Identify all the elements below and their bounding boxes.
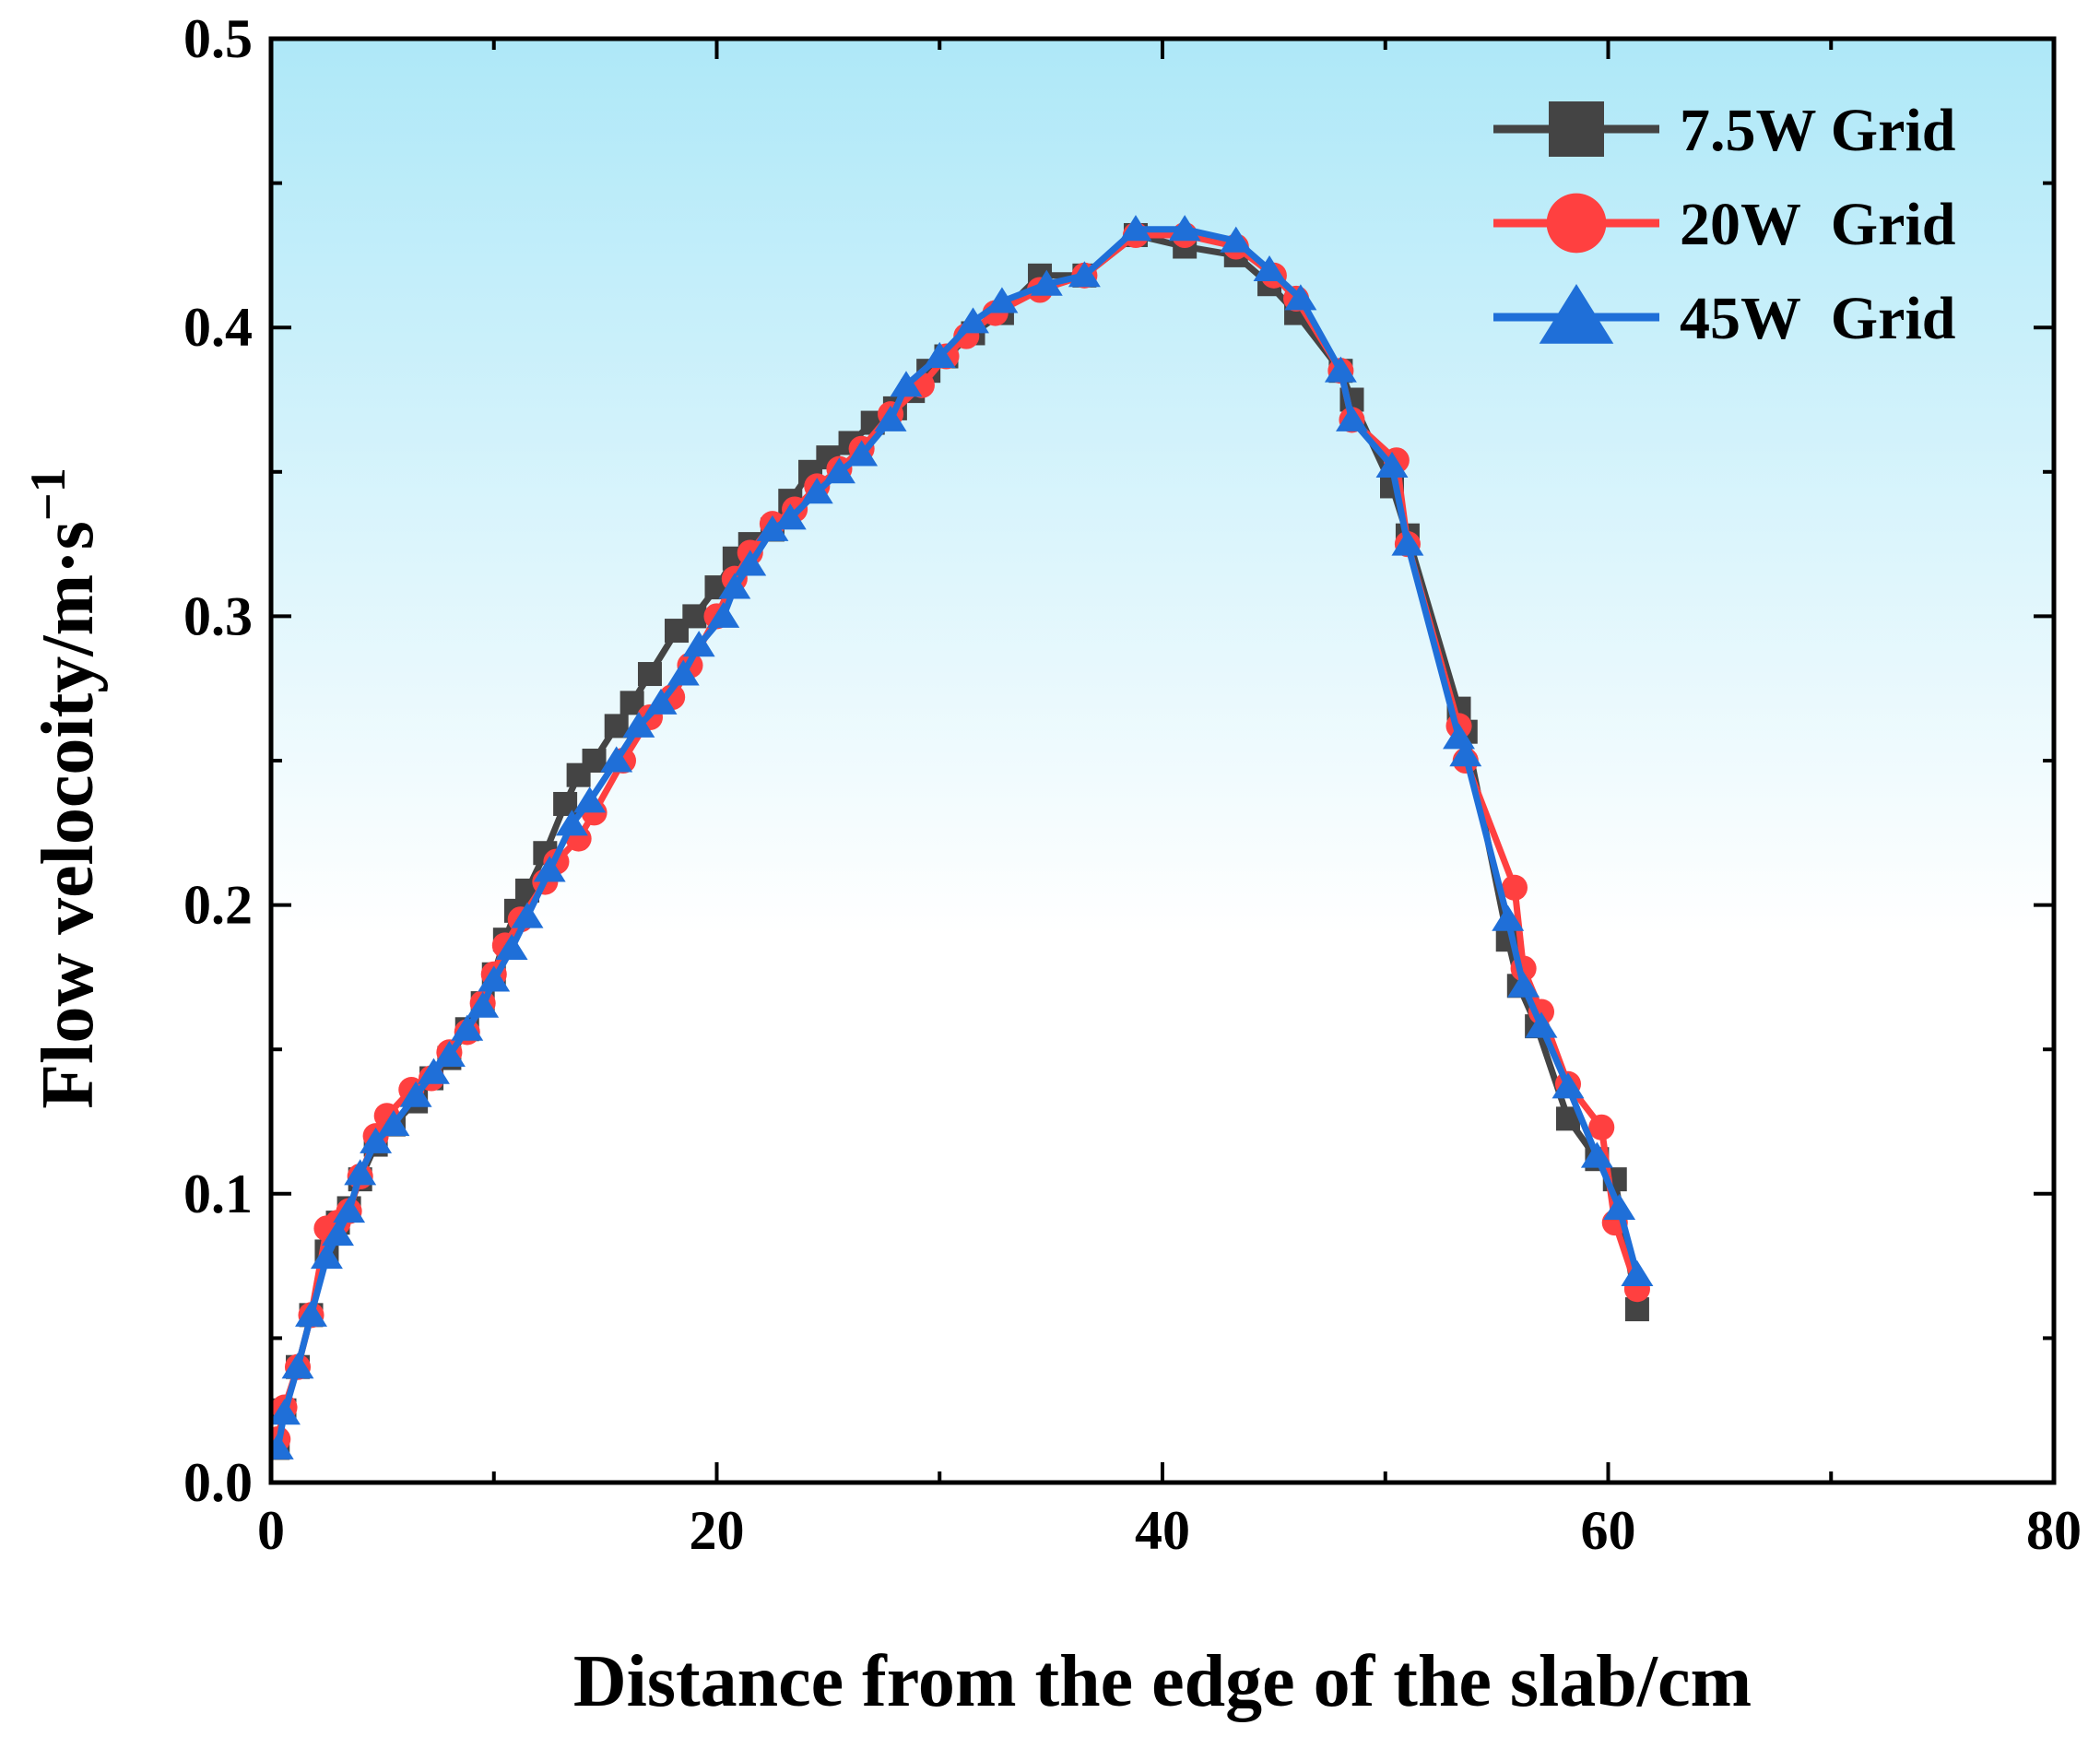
legend-label: 7.5W Grid <box>1680 97 1955 164</box>
data-point-triangle <box>985 287 1019 313</box>
y-tick-label: 0.4 <box>183 297 253 358</box>
data-point-triangle <box>271 1433 294 1459</box>
y-axis-title: Flow velocoity/m·s−1 <box>20 467 109 1108</box>
data-point-triangle <box>271 1399 301 1425</box>
data-point-triangle <box>344 1159 377 1186</box>
data-point-triangle <box>1443 723 1475 750</box>
data-point-triangle <box>707 601 740 628</box>
data-point-triangle <box>466 991 500 1018</box>
data-point-triangle <box>1030 269 1063 296</box>
data-point-triangle <box>682 631 715 657</box>
y-tick-label: 0.3 <box>183 585 253 646</box>
data-point-triangle <box>555 809 588 836</box>
data-point-triangle <box>1391 529 1424 556</box>
data-point-triangle <box>333 1196 366 1223</box>
y-tick-label: 0.2 <box>183 875 253 936</box>
x-tick-label: 0 <box>257 1500 285 1561</box>
legend-marker-triangle <box>1539 284 1614 344</box>
data-point-triangle <box>478 965 511 992</box>
data-point-circle <box>1588 1114 1615 1140</box>
data-point-triangle <box>360 1127 393 1153</box>
x-tick-label: 60 <box>1581 1500 1636 1561</box>
data-point-triangle <box>667 659 700 686</box>
data-point-triangle <box>295 1300 327 1327</box>
y-axis-title-main: Flow velocoity/m·s <box>28 521 109 1109</box>
data-point-triangle <box>418 1058 450 1084</box>
data-point-triangle <box>1220 226 1253 253</box>
data-point-triangle <box>957 307 989 334</box>
x-tick-label: 20 <box>690 1500 745 1561</box>
data-point-triangle <box>890 371 923 397</box>
data-point-triangle <box>1168 215 1201 242</box>
data-point-triangle <box>822 457 855 484</box>
y-axis-title-exponent: −1 <box>20 467 76 521</box>
data-point-triangle <box>1119 215 1152 242</box>
legend-label: 45W Grid <box>1680 285 1955 352</box>
y-tick-label: 0.5 <box>183 8 253 69</box>
data-point-triangle <box>1551 1072 1585 1099</box>
data-point-square <box>637 662 662 687</box>
series-layer <box>271 215 1654 1460</box>
data-point-triangle <box>622 711 655 738</box>
data-point-triangle <box>923 341 956 368</box>
data-point-square <box>582 749 607 773</box>
data-point-triangle <box>1580 1141 1613 1168</box>
data-point-triangle <box>600 746 633 773</box>
x-tick-label: 40 <box>1135 1500 1190 1561</box>
data-point-triangle <box>1492 904 1525 931</box>
data-point-triangle <box>533 856 566 882</box>
data-point-triangle <box>1525 1011 1558 1038</box>
x-tick-label: 80 <box>2026 1500 2082 1561</box>
data-point-triangle <box>1449 740 1482 767</box>
data-point-triangle <box>734 549 767 576</box>
data-point-triangle <box>644 688 678 715</box>
data-point-triangle <box>322 1220 354 1247</box>
data-point-triangle <box>800 478 833 504</box>
data-point-triangle <box>495 933 528 961</box>
legend-marker-circle <box>1546 193 1607 254</box>
legend-label: 20W Grid <box>1680 191 1955 258</box>
plot-background <box>271 39 2054 1483</box>
y-tick-label: 0.0 <box>183 1452 253 1513</box>
data-point-square <box>682 604 707 629</box>
data-point-triangle <box>573 786 607 813</box>
x-axis-title: Distance from the edge of the slab/cm <box>573 1641 1752 1722</box>
data-point-triangle <box>1068 261 1101 288</box>
data-point-triangle <box>511 902 544 928</box>
data-point-triangle <box>773 503 807 530</box>
data-point-triangle <box>845 440 879 467</box>
data-point-triangle <box>756 514 789 541</box>
data-point-triangle <box>1375 451 1409 479</box>
data-point-triangle <box>432 1040 466 1067</box>
data-point-triangle <box>1253 254 1286 282</box>
data-point-triangle <box>1324 356 1357 383</box>
data-point-triangle <box>1603 1193 1636 1220</box>
data-point-triangle <box>451 1014 484 1041</box>
data-point-triangle <box>310 1243 343 1270</box>
data-point-square <box>553 791 578 816</box>
series-triangle <box>271 215 1654 1459</box>
data-point-triangle <box>1621 1259 1654 1286</box>
data-point-triangle <box>377 1110 410 1137</box>
data-point-triangle <box>399 1081 432 1107</box>
data-point-triangle <box>1507 971 1540 998</box>
data-point-triangle <box>718 573 751 599</box>
data-point-triangle <box>1336 405 1368 431</box>
data-point-square <box>604 714 629 739</box>
plot-frame <box>268 36 2057 1485</box>
y-tick-label: 0.1 <box>183 1164 253 1224</box>
data-point-triangle <box>874 405 907 431</box>
legend: 7.5W Grid 20W Grid 45W Grid <box>1493 97 1955 352</box>
data-point-triangle <box>281 1353 314 1379</box>
data-point-triangle <box>1284 284 1317 311</box>
legend-marker-square <box>1549 101 1604 157</box>
data-point-circle <box>1501 874 1528 901</box>
